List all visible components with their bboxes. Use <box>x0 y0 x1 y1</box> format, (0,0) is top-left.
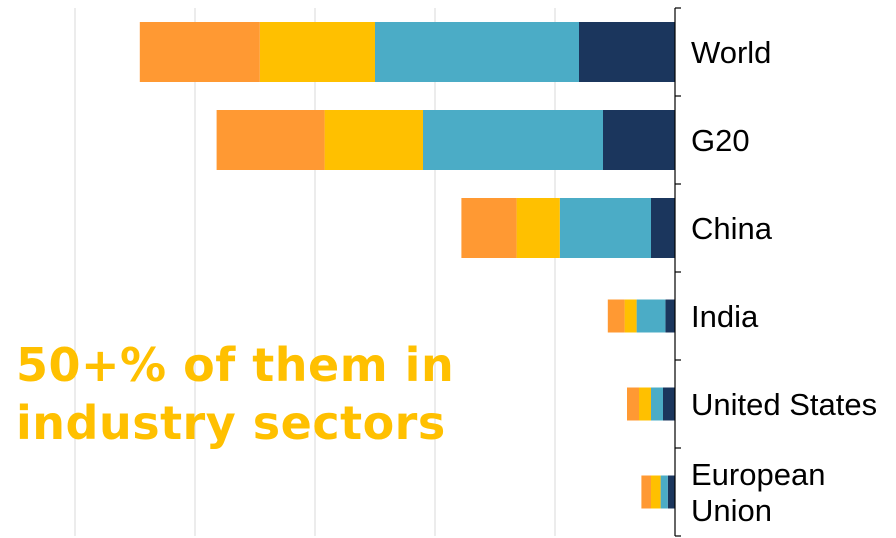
bar-segment <box>139 22 260 82</box>
bar-segment <box>603 110 675 170</box>
bar-segment <box>461 198 517 258</box>
bar-segment <box>259 22 375 82</box>
bar-segment <box>624 299 637 333</box>
bar-segment <box>627 387 639 421</box>
annotation-line-2: industry sectors <box>16 396 446 450</box>
bar-segment <box>216 110 325 170</box>
annotation-line-1: 50+% of them in <box>16 338 455 392</box>
category-label: European <box>691 457 825 492</box>
category-label: Union <box>691 493 772 528</box>
category-label: G20 <box>691 123 750 158</box>
bar-segment <box>607 299 625 333</box>
bar-segment <box>667 475 675 509</box>
category-label: United States <box>691 387 877 422</box>
bar-segment <box>559 198 651 258</box>
bar-segment <box>516 198 560 258</box>
bar-segment <box>579 22 675 82</box>
category-label: India <box>691 299 759 334</box>
bar-segment <box>651 198 675 258</box>
bar-segment <box>665 299 675 333</box>
bar-segment <box>636 299 666 333</box>
bar-segment <box>423 110 603 170</box>
bar-segment <box>324 110 423 170</box>
bar-segment <box>660 475 668 509</box>
bar-segment <box>663 387 675 421</box>
bar-segment <box>651 475 661 509</box>
category-label: China <box>691 211 773 246</box>
bar-segment <box>639 387 651 421</box>
bar-segment <box>651 387 663 421</box>
bar-segment <box>375 22 579 82</box>
chart-annotation: 50+% of them in industry sectors <box>16 336 454 452</box>
category-label: World <box>691 35 771 70</box>
bar-segment <box>641 475 651 509</box>
